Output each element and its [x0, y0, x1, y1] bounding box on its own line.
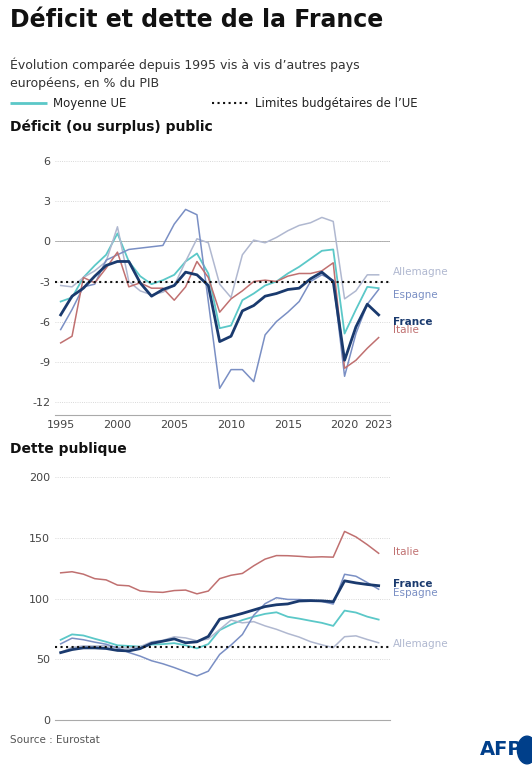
Text: Déficit et dette de la France: Déficit et dette de la France — [10, 8, 383, 32]
Text: Moyenne UE: Moyenne UE — [53, 97, 126, 110]
Text: Limites budgétaires de l’UE: Limites budgétaires de l’UE — [255, 97, 417, 110]
Text: Allemagne: Allemagne — [393, 267, 449, 277]
Text: Allemagne: Allemagne — [393, 639, 449, 649]
Text: AFP: AFP — [479, 740, 522, 759]
Text: Espagne: Espagne — [393, 588, 438, 598]
Text: Espagne: Espagne — [393, 290, 438, 300]
Text: Source : Eurostat: Source : Eurostat — [10, 735, 100, 745]
Text: Dette publique: Dette publique — [10, 442, 127, 456]
Text: France: France — [393, 316, 433, 326]
Text: France: France — [393, 580, 433, 590]
Text: Déficit (ou surplus) public: Déficit (ou surplus) public — [10, 120, 213, 134]
Text: Évolution comparée depuis 1995 vis à vis d’autres pays
européens, en % du PIB: Évolution comparée depuis 1995 vis à vis… — [10, 58, 360, 90]
Text: Italie: Italie — [393, 547, 419, 557]
Text: Italie: Italie — [393, 325, 419, 335]
